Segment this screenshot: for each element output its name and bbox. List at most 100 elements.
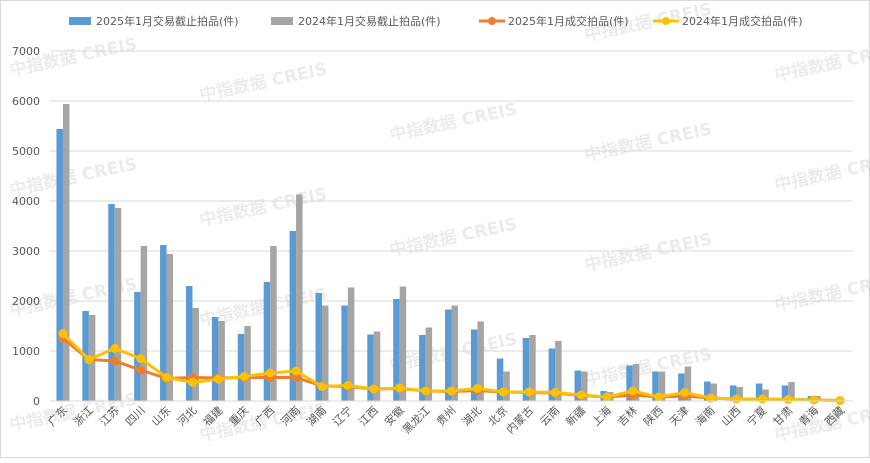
x-tick-label: 宁夏 [744,403,769,428]
legend-label: 2025年1月成交拍品(件) [508,14,629,28]
y-axis: 0 1000 2000 3000 4000 5000 6000 7000 [12,45,40,408]
bar [710,383,718,401]
y-tick-label: 6000 [12,95,40,108]
line-point [680,388,690,397]
line-point [265,368,275,378]
line-point [550,388,560,397]
bar [341,305,348,401]
line-point [84,355,94,364]
line-point [757,394,767,404]
watermark-text: 中指数据 CREIS [198,58,329,106]
bar [574,370,582,401]
bar [289,231,297,401]
bar [218,321,225,401]
bar [367,334,374,401]
y-tick-label: 4000 [12,195,40,208]
bar [704,381,711,401]
watermark-text: 中指数据 CREIS [583,118,714,166]
line-point [213,374,223,384]
bar [581,371,588,401]
y-tick-label: 1000 [12,345,40,358]
bar [56,129,63,401]
x-tick-label: 辽宁 [330,403,355,428]
watermark-text: 中指数据 CREIS [583,228,714,276]
line-point [472,384,482,393]
line-point [395,383,405,393]
line-point [654,392,664,402]
watermark-text: 中指数据 CREIS [388,213,519,261]
bar [296,194,303,401]
bar [470,329,478,401]
line-point [809,395,819,405]
bar [678,373,685,401]
x-tick-label: 上海 [589,403,614,428]
bar [477,321,484,401]
bar [134,292,141,401]
bar [451,305,458,401]
line-point [576,390,586,400]
legend-swatch-marker [488,17,496,25]
bar [548,348,556,401]
line-point [110,344,120,353]
legend-label: 2025年1月交易截止拍品(件) [96,14,239,28]
x-tick-label: 山西 [719,404,744,429]
bar [658,371,666,401]
bar [788,382,795,401]
x-tick-label: 黑龙江 [400,404,433,437]
bar [373,331,381,401]
line-point [343,381,353,390]
line-point [110,356,120,366]
bar [321,305,329,401]
bar [140,246,148,401]
x-tick-label: 贵州 [434,404,459,429]
line-point [783,395,793,404]
x-tick-label: 河北 [175,404,200,429]
x-tick-label: 内蒙古 [503,403,536,436]
x-tick-label: 天津 [667,404,692,429]
bar [211,317,219,401]
bar [503,371,510,401]
bar [425,327,433,401]
bar [555,341,562,401]
bar [522,338,530,401]
bar [762,389,769,401]
bar [237,334,245,401]
line-point [187,378,197,387]
bar [445,309,452,401]
x-tick-label: 海南 [692,403,717,428]
line-point [706,393,716,403]
bar [632,364,640,401]
bar [263,282,271,401]
bar [684,366,692,401]
watermark-text: 中指数据 CREIS [773,268,870,316]
watermark-text: 中指数据 CREIS [773,148,870,196]
legend-swatch-marker [662,17,670,25]
bar [114,208,122,401]
x-tick-label: 山东 [149,404,174,429]
y-tick-label: 2000 [12,295,40,308]
bar [62,104,70,401]
line-point [136,365,146,375]
legend: 2025年1月交易截止拍品(件) 2024年1月交易截止拍品(件) 2025年1月成… [69,14,803,28]
legend-swatch [69,17,91,25]
legend-label: 2024年1月交易截止拍品(件) [298,14,441,28]
bar [185,286,193,401]
watermark-text: 中指数据 CREIS [773,38,870,86]
bar [736,387,743,401]
bar [160,245,167,401]
line-point [58,329,68,338]
line-point [291,373,301,382]
line-point [731,394,741,404]
line-point [369,384,379,394]
bar [755,383,763,401]
watermark-text: 中指数据 CREIS [198,183,329,231]
bar [108,204,115,401]
line-point [162,373,172,382]
bar [419,335,426,401]
bar [347,287,355,401]
bars [56,104,821,401]
bar [315,293,322,401]
line-point [421,386,431,396]
